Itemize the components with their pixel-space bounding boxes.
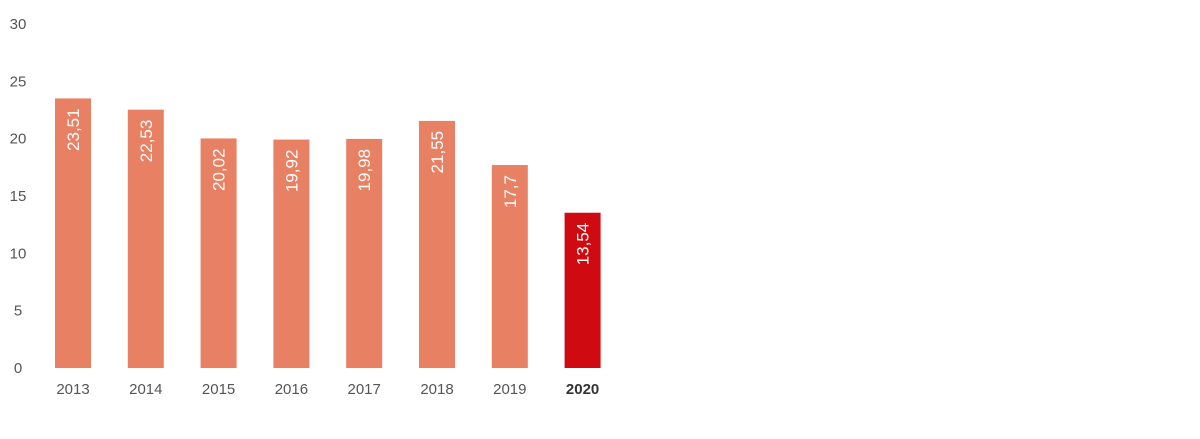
bar-2016 xyxy=(273,139,310,368)
bar-value-label: 13,54 xyxy=(574,223,593,266)
bar-value-label: 17,7 xyxy=(501,175,520,208)
x-tick-label: 2015 xyxy=(202,381,235,398)
x-tick-label: 2017 xyxy=(348,381,381,398)
y-tick-label: 30 xyxy=(10,16,27,33)
bar-value-label: 19,92 xyxy=(282,150,301,193)
x-tick-label: 2013 xyxy=(56,381,89,398)
bar-2014 xyxy=(127,109,164,368)
x-tick-label: 2020 xyxy=(566,381,599,398)
bar-2013 xyxy=(55,98,91,368)
y-tick-label: 10 xyxy=(10,245,27,262)
y-tick-label: 25 xyxy=(10,73,27,90)
y-tick-label: 15 xyxy=(10,188,27,205)
x-tick-label: 2018 xyxy=(420,381,453,398)
bar-2018 xyxy=(419,120,455,368)
bar-2019 xyxy=(491,165,528,368)
bar-value-label: 19,98 xyxy=(355,149,374,192)
x-tick-label: 2016 xyxy=(275,381,308,398)
bar-2015 xyxy=(200,138,237,368)
bar-value-label: 23,51 xyxy=(64,108,83,151)
bar-2017 xyxy=(346,138,383,368)
bar-value-label: 21,55 xyxy=(428,131,447,174)
y-tick-label: 20 xyxy=(10,131,27,148)
bar-2020 xyxy=(564,212,601,368)
x-tick-label: 2014 xyxy=(129,381,162,398)
y-tick-label: 5 xyxy=(14,303,22,320)
bar-value-label: 20,02 xyxy=(210,148,229,191)
x-tick-label: 2019 xyxy=(493,381,526,398)
bar-value-label: 22,53 xyxy=(137,120,156,163)
y-tick-label: 0 xyxy=(14,360,22,377)
